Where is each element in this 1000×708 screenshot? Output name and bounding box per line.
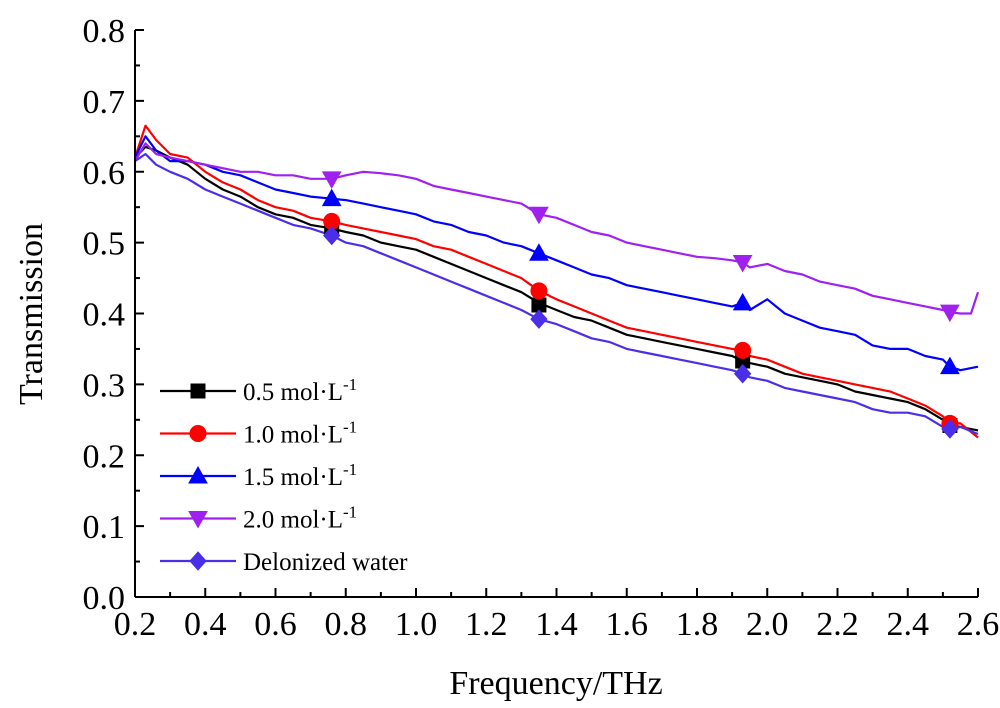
x-tick-label: 2.2 [816,606,859,643]
y-tick-label: 0.1 [83,509,126,546]
y-tick-label: 0.3 [83,367,126,404]
series-3-point [940,356,960,375]
x-tick-label: 1.2 [465,606,508,643]
legend-label: 0.5 mol·L-1 [243,375,357,406]
series-2-point [734,341,752,359]
series-3-point [529,243,549,261]
legend-label: 2.0 mol·L-1 [243,503,357,534]
series-4-point [321,171,342,189]
legend-marker [188,465,208,484]
series-5-point [733,363,752,384]
y-tick-label: 0.5 [83,226,126,263]
x-tick-label: 0.2 [114,606,157,643]
legend-marker [188,511,208,529]
legend-marker [189,551,207,571]
x-axis-title: Frequency/THz [449,665,662,702]
series-3-point [321,188,342,207]
y-axis-title: Transmission [13,223,50,405]
y-tick-label: 0.6 [83,155,126,192]
series-line-2 [133,124,979,439]
x-tick-label: 0.8 [325,606,368,643]
legend-label: 1.5 mol·L-1 [243,460,357,491]
legend-marker [189,425,207,442]
series-line-5 [134,152,979,436]
x-tick-label: 0.6 [254,606,297,643]
legend-superscript: -1 [343,460,357,479]
y-tick-label: 0.2 [83,438,126,475]
series-4-point [940,304,960,323]
x-tick-label: 1.6 [606,606,649,643]
plot-markers [321,171,960,439]
plot-lines [133,124,980,439]
y-tick-label: 0.7 [83,84,126,121]
series-5-point [530,309,548,329]
legend: 0.5 mol·L-1 1.0 mol·L-1 1.5 mol·L-1 2.0 mol… [160,375,408,576]
legend-label: Delonized water [243,549,408,576]
series-3-point [732,292,753,311]
legend-superscript: -1 [343,375,357,394]
series-line-1 [134,145,979,432]
x-tick-label: 1.0 [395,606,438,643]
series-4-point [732,254,753,273]
series-5-point [323,225,341,246]
y-tick-label: 0.8 [83,13,126,50]
x-tick-label: 2.4 [887,606,930,643]
y-tick-label: 0.0 [83,580,126,617]
x-tick-label: 1.8 [676,606,719,643]
legend-marker [190,383,206,399]
x-tick-label: 2.0 [746,606,789,643]
legend-label: 1.0 mol·L-1 [243,418,357,449]
y-ticks: 0.0 0.1 0.2 0.3 0.4 0.5 0.6 0.7 0.8 [83,13,144,617]
x-tick-label: 0.4 [184,606,227,643]
series-line-3 [134,135,979,372]
series-line-4 [134,142,980,315]
y-tick-label: 0.4 [83,297,126,334]
series-2-point [530,282,548,300]
x-ticks: 0.2 0.4 0.6 0.8 1.0 1.2 1.4 1.6 1.8 2.0 2.2 2.4 2.6 [114,588,1000,643]
legend-superscript: -1 [343,418,357,437]
series-4-point [529,206,549,225]
legend-superscript: -1 [343,503,357,522]
x-tick-label: 1.4 [535,606,578,643]
x-tick-label: 2.6 [957,606,1000,643]
series-5-point [941,419,959,439]
